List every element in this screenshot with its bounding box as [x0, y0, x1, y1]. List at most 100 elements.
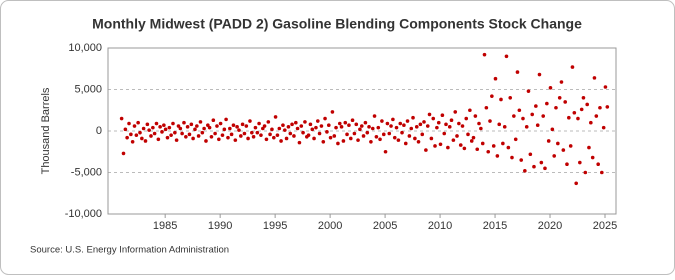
data-point — [528, 152, 533, 157]
data-point — [352, 131, 357, 136]
data-point — [253, 125, 258, 130]
data-point — [490, 94, 494, 98]
data-point — [493, 76, 498, 81]
source-note: Source: U.S. Energy Information Administ… — [30, 245, 229, 256]
data-point — [217, 137, 221, 142]
data-point — [392, 135, 397, 140]
data-point — [336, 141, 340, 146]
data-point — [601, 125, 606, 130]
data-point — [369, 139, 373, 144]
data-point — [497, 122, 502, 127]
data-point — [130, 139, 135, 144]
data-point — [436, 120, 441, 125]
data-point — [508, 96, 513, 100]
data-point — [548, 86, 553, 90]
data-point — [359, 124, 364, 128]
y-tick-label: -5,000 — [71, 166, 102, 178]
data-point — [158, 125, 162, 129]
data-point — [449, 118, 454, 123]
data-point — [457, 121, 461, 126]
data-point — [479, 126, 483, 131]
data-point — [149, 134, 153, 138]
data-point — [350, 118, 355, 123]
data-point — [277, 126, 282, 131]
data-point — [295, 126, 300, 131]
data-point — [600, 170, 604, 175]
data-point — [127, 121, 131, 126]
data-point — [196, 134, 201, 138]
data-point — [424, 148, 428, 152]
data-point — [559, 80, 564, 84]
data-point — [596, 162, 600, 166]
y-tick-label: -10,000 — [65, 208, 102, 220]
data-point — [209, 135, 214, 139]
x-tick-label: 2005 — [373, 220, 397, 232]
data-point — [598, 105, 602, 110]
data-point — [455, 134, 459, 138]
data-point — [343, 120, 348, 125]
data-point — [556, 141, 560, 146]
data-point — [261, 126, 265, 131]
data-point — [145, 122, 150, 127]
chart-title: Monthly Midwest (PADD 2) Gasoline Blendi… — [92, 16, 582, 32]
data-point — [433, 144, 437, 148]
data-point — [603, 85, 608, 89]
data-point — [222, 127, 227, 132]
data-point — [462, 146, 467, 151]
data-point — [563, 100, 567, 104]
data-point — [334, 125, 338, 130]
data-point — [301, 130, 305, 135]
data-point — [294, 120, 298, 125]
data-point — [255, 130, 260, 135]
data-point — [385, 121, 390, 126]
y-axis-label: Thousand Barrels — [40, 87, 52, 174]
data-point — [240, 122, 245, 127]
data-point — [235, 125, 239, 129]
data-point — [184, 135, 188, 139]
data-point — [147, 128, 151, 132]
data-point — [286, 125, 291, 129]
data-point — [363, 120, 368, 125]
data-point — [228, 126, 232, 131]
x-tick-label: 2015 — [483, 220, 507, 232]
data-point — [537, 72, 542, 77]
data-point — [283, 128, 287, 132]
data-point — [275, 133, 280, 137]
data-point — [348, 136, 353, 141]
data-point — [447, 125, 452, 129]
data-point — [451, 138, 456, 142]
data-point — [299, 124, 304, 128]
data-point — [504, 54, 509, 59]
data-point — [583, 170, 588, 175]
data-point — [387, 131, 392, 136]
data-point — [499, 97, 503, 102]
data-point — [224, 117, 228, 122]
data-point — [140, 136, 144, 141]
data-point — [552, 154, 557, 158]
data-point — [323, 116, 327, 121]
data-point — [152, 131, 157, 136]
data-point — [138, 130, 142, 135]
data-point — [534, 104, 538, 108]
data-point — [440, 113, 445, 118]
data-point — [535, 123, 540, 127]
data-point — [134, 133, 139, 137]
data-point — [151, 125, 155, 130]
data-point — [484, 105, 489, 110]
data-point — [317, 131, 322, 136]
data-point — [458, 143, 463, 147]
data-point — [160, 130, 164, 134]
data-point — [488, 119, 492, 123]
data-point — [438, 142, 443, 147]
data-point — [557, 96, 562, 100]
data-point — [526, 89, 531, 93]
data-point — [171, 121, 175, 126]
data-point — [589, 120, 593, 125]
data-point — [297, 140, 302, 145]
plot-border — [107, 47, 617, 215]
data-point — [328, 135, 333, 140]
data-point — [218, 121, 223, 126]
data-point — [165, 135, 170, 140]
data-point — [402, 123, 406, 127]
